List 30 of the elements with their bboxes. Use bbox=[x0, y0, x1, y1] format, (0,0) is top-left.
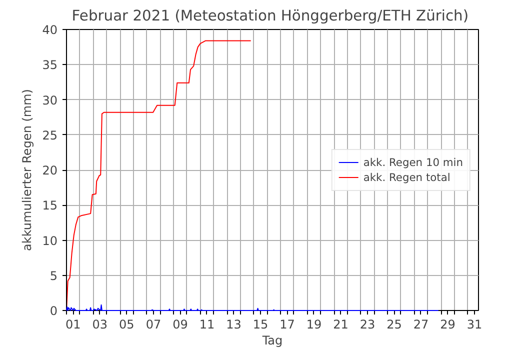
x-tick-label: 13 bbox=[226, 318, 242, 332]
x-axis-title: Tag bbox=[261, 334, 283, 348]
x-tick-label: 15 bbox=[252, 318, 268, 332]
y-tick-label: 10 bbox=[42, 234, 58, 248]
x-tick-label: 25 bbox=[386, 318, 402, 332]
x-tick-label: 27 bbox=[413, 318, 429, 332]
x-tick-label: 31 bbox=[466, 318, 482, 332]
y-tick-label: 40 bbox=[42, 23, 58, 37]
y-tick-label: 30 bbox=[42, 93, 58, 108]
y-tick-label: 15 bbox=[42, 198, 58, 213]
y-tick-label: 35 bbox=[42, 58, 58, 72]
y-axis-title: akkumulierter Regen (mm) bbox=[20, 89, 34, 251]
y-tick-label: 25 bbox=[42, 128, 58, 142]
x-tick-label: 23 bbox=[360, 318, 376, 332]
x-tick-label: 03 bbox=[92, 318, 108, 332]
legend-label: akk. Regen total bbox=[363, 170, 450, 184]
x-tick-label: 01 bbox=[66, 318, 81, 332]
chart-title: Februar 2021 (Meteostation Hönggerberg/ETH Zürich) bbox=[72, 8, 469, 24]
x-tick-label: 17 bbox=[280, 318, 295, 332]
y-tick-label: 5 bbox=[50, 268, 58, 283]
legend-label: akk. Regen 10 min bbox=[363, 156, 463, 168]
y-tick-label: 0 bbox=[50, 304, 58, 318]
x-tick-label: 11 bbox=[199, 318, 215, 332]
x-tick-label: 19 bbox=[306, 318, 322, 332]
x-tick-label: 21 bbox=[333, 318, 348, 332]
x-tick-label: 07 bbox=[146, 318, 162, 332]
x-tick-label: 09 bbox=[172, 318, 188, 332]
y-tick-label: 20 bbox=[42, 164, 58, 178]
x-tick-label: 05 bbox=[119, 318, 134, 332]
x-tick-label: 29 bbox=[440, 318, 456, 332]
